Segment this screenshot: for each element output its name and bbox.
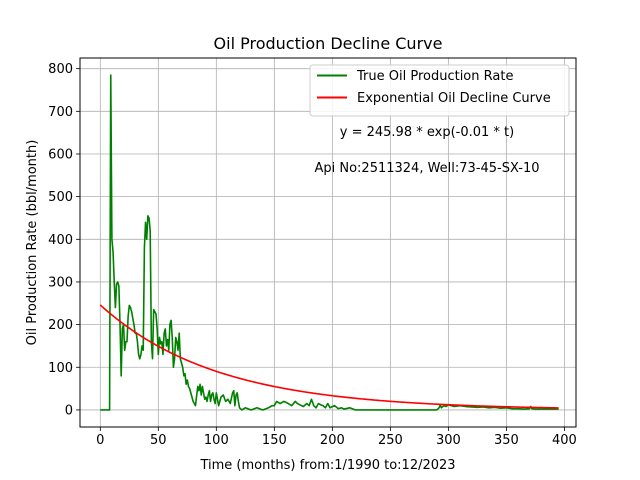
y-tick-label: 700 xyxy=(48,105,73,120)
legend-box xyxy=(309,64,570,117)
legend-label-true-rate: True Oil Production Rate xyxy=(356,69,513,84)
y-axis-ticks: 0 100 200 300 400 500 600 700 800 xyxy=(48,62,80,418)
y-tick-label: 0 xyxy=(65,403,73,418)
x-tick-label: 50 xyxy=(150,433,167,448)
x-axis-label: Time (months) from:1/1990 to:12/2023 xyxy=(199,458,455,473)
plot-area-frame xyxy=(79,57,577,428)
x-tick-label: 300 xyxy=(436,433,461,448)
y-tick-label: 200 xyxy=(48,318,73,333)
series-line-true-rate xyxy=(100,74,559,411)
series-line-exponential-curve xyxy=(99,304,559,409)
x-tick-label: 150 xyxy=(262,433,287,448)
grid-lines xyxy=(80,58,576,427)
x-tick-label: 400 xyxy=(552,433,577,448)
y-tick-label: 300 xyxy=(48,275,73,290)
y-tick-label: 500 xyxy=(48,190,73,205)
x-tick-label: 200 xyxy=(320,433,345,448)
legend-label-exponential-curve: Exponential Oil Decline Curve xyxy=(357,91,551,106)
legend: True Oil Production Rate Exponential Oil… xyxy=(309,64,570,117)
x-tick-label: 100 xyxy=(204,433,229,448)
y-axis-label: Oil Production Rate (bbl/month) xyxy=(25,140,40,346)
x-tick-label: 350 xyxy=(494,433,519,448)
series-layer xyxy=(99,74,559,411)
equation-annotation: y = 245.98 * exp(-0.01 * t) xyxy=(340,125,514,140)
y-tick-label: 600 xyxy=(48,147,73,162)
x-axis-ticks: 0 50 100 150 200 250 300 350 400 xyxy=(96,427,577,448)
x-tick-label: 0 xyxy=(96,433,104,448)
y-tick-label: 800 xyxy=(48,62,73,77)
x-tick-label: 250 xyxy=(378,433,403,448)
y-tick-label: 100 xyxy=(48,361,73,376)
y-tick-label: 400 xyxy=(48,233,73,248)
chart-title: Oil Production Decline Curve xyxy=(214,34,443,53)
well-id-annotation: Api No:2511324, Well:73-45-SX-10 xyxy=(314,161,539,176)
